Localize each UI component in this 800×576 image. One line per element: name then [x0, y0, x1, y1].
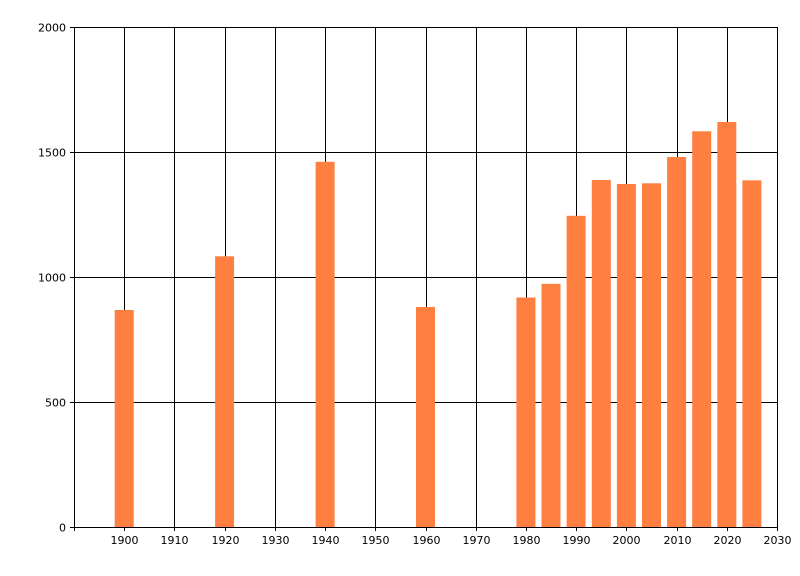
x-axis-tick-labels: 1900 1910 1920 1930 1940 1950 1960 1970 1980 1990…: [111, 534, 792, 547]
y-axis-tick-labels: 0 500 1000 1500 2000: [38, 22, 66, 535]
x-tick-label: 1980: [513, 534, 541, 547]
x-tick-label: 1950: [362, 534, 390, 547]
x-tick-label: 1900: [111, 534, 139, 547]
x-tick-label: 1920: [212, 534, 240, 547]
axes: [70, 27, 778, 531]
x-tick-label: 1930: [262, 534, 290, 547]
bar: [742, 180, 762, 528]
bar: [416, 307, 435, 527]
x-tick-label: 1990: [563, 534, 591, 547]
y-tick-label: 1500: [38, 147, 66, 160]
bar: [516, 297, 536, 527]
bar: [692, 131, 712, 528]
y-tick-label: 2000: [38, 22, 66, 35]
x-tick-label: 2020: [714, 534, 742, 547]
x-tick-label: 2010: [664, 534, 692, 547]
bar: [642, 183, 661, 528]
bar: [215, 256, 235, 528]
bar-series: [114, 122, 762, 528]
y-tick-label: 500: [45, 397, 66, 410]
bar: [667, 157, 687, 527]
bar: [566, 215, 586, 528]
y-tick-label: 0: [59, 522, 66, 535]
bar: [717, 122, 737, 527]
x-tick-label: 1970: [463, 534, 491, 547]
bar: [114, 310, 134, 527]
x-tick-label: 1940: [312, 534, 340, 547]
x-tick-label: 1960: [413, 534, 441, 547]
x-tick-label: 2000: [613, 534, 641, 547]
bar: [591, 180, 611, 527]
bar: [541, 283, 561, 528]
y-tick-label: 1000: [38, 272, 66, 285]
bar: [616, 184, 636, 527]
bar: [315, 161, 335, 528]
x-tick-label: 2030: [764, 534, 792, 547]
x-tick-label: 1910: [161, 534, 189, 547]
